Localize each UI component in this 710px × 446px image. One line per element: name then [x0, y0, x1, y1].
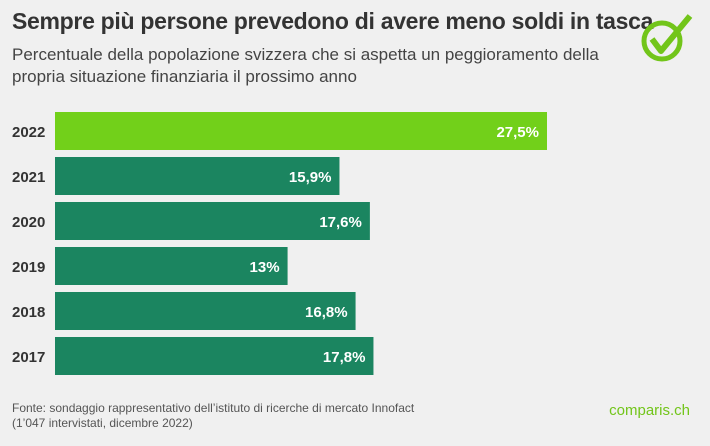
- data-label: 17,8%: [323, 349, 366, 366]
- check-circle-icon: [641, 14, 693, 62]
- data-label: 17,6%: [319, 214, 362, 231]
- category-label: 2017: [12, 349, 45, 366]
- bar: [55, 247, 288, 285]
- data-label: 13%: [250, 259, 280, 276]
- source-line-2: (1’047 intervistati, dicembre 2022): [12, 416, 193, 430]
- bar: [55, 292, 356, 330]
- bar: [55, 112, 547, 150]
- chart-title: Sempre più persone prevedono di avere me…: [12, 8, 654, 34]
- bar: [55, 202, 370, 240]
- source-note: Fonte: sondaggio rappresentativo dell’is…: [12, 401, 414, 431]
- category-label: 2021: [12, 169, 45, 186]
- category-label: 2018: [12, 304, 45, 321]
- data-label: 27,5%: [496, 124, 539, 141]
- source-line-1: Fonte: sondaggio rappresentativo dell’is…: [12, 401, 415, 415]
- comparis-logo: comparis.ch: [609, 402, 690, 419]
- category-label: 2022: [12, 124, 45, 141]
- bar: [55, 157, 340, 195]
- data-label: 15,9%: [289, 169, 332, 186]
- data-label: 16,8%: [305, 304, 348, 321]
- bar-chart: 2022 27,5% 2021 15,9% 2020 17,6% 2019 13% 2018 16…: [12, 112, 547, 375]
- category-label: 2020: [12, 214, 45, 231]
- category-label: 2019: [12, 259, 45, 276]
- bar: [55, 337, 374, 375]
- chart-subtitle: Percentuale della popolazione svizzera c…: [12, 45, 599, 86]
